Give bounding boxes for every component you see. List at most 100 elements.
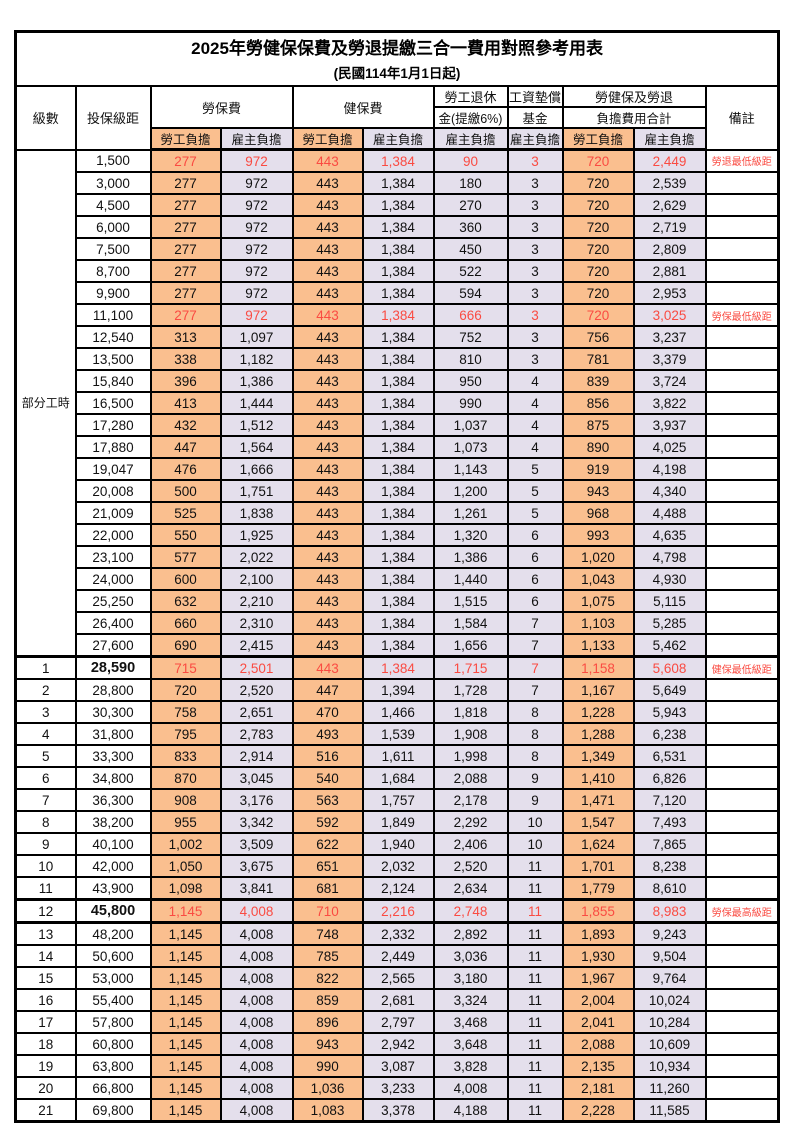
cell-wagefund-employer: 5: [506, 457, 564, 481]
cell-total-employee: 720: [561, 303, 635, 327]
cell-wagefund-employer: 6: [506, 545, 564, 569]
table-row: 16,500 413 1,444 443 1,384 990 4 856 3,822: [16, 391, 780, 415]
cell-remark: [704, 788, 780, 812]
cell-wagefund-employer: 7: [506, 655, 564, 680]
cell-wagefund-employer: 11: [506, 898, 564, 924]
cell-wagefund-employer: 10: [506, 832, 564, 856]
table-row: 19,047 476 1,666 443 1,384 1,143 5 919 4,198: [16, 457, 780, 481]
cell-labor-employee: 632: [149, 589, 222, 613]
cell-bracket: 17,880: [74, 435, 152, 459]
cell-wagefund-employer: 11: [506, 966, 564, 990]
cell-health-employee: 896: [291, 1010, 364, 1034]
cell-pension-employer: 1,515: [432, 589, 509, 613]
cell-level: 13: [14, 921, 77, 946]
cell-remark: 勞保最低級距: [704, 303, 780, 327]
cell-wagefund-employer: 3: [506, 171, 564, 195]
cell-health-employer: 3,378: [361, 1098, 435, 1123]
cell-health-employer: 1,384: [361, 413, 435, 437]
table-row: 12 45,800 1,145 4,008 710 2,216 2,748 11 1,855 8,…: [14, 898, 780, 924]
cell-labor-employer: 4,008: [219, 944, 294, 968]
table-row: 20 66,800 1,145 4,008 1,036 3,233 4,008 11 2,181…: [14, 1076, 780, 1100]
cell-wagefund-employer: 8: [506, 722, 564, 746]
cell-wagefund-employer: 9: [506, 766, 564, 790]
cell-total-employer: 7,120: [632, 788, 707, 812]
cell-wagefund-employer: 7: [506, 633, 564, 658]
cell-pension-employer: 522: [432, 259, 509, 283]
cell-bracket: 57,800: [74, 1010, 152, 1034]
cell-total-employer: 8,238: [632, 854, 707, 878]
cell-total-employee: 919: [561, 457, 635, 481]
cell-total-employee: 1,471: [561, 788, 635, 812]
cell-labor-employee: 1,145: [149, 1010, 222, 1034]
cell-labor-employer: 4,008: [219, 1054, 294, 1078]
cell-labor-employee: 577: [149, 545, 222, 569]
cell-pension-employer: 270: [432, 193, 509, 217]
cell-total-employer: 10,934: [632, 1054, 707, 1078]
cell-labor-employee: 1,098: [149, 876, 222, 901]
table-row: 5 33,300 833 2,914 516 1,611 1,998 8 1,349 6,531: [14, 744, 780, 768]
cell-total-employer: 6,531: [632, 744, 707, 768]
cell-remark: [704, 501, 780, 525]
cell-remark: [704, 876, 780, 901]
cell-bracket: 33,300: [74, 744, 152, 768]
cell-wagefund-employer: 3: [506, 259, 564, 283]
cell-bracket: 28,590: [74, 655, 152, 680]
cell-pension-employer: 1,584: [432, 611, 509, 635]
table-row: 18 60,800 1,145 4,008 943 2,942 3,648 11 2,088 10…: [14, 1032, 780, 1056]
table-row: 17,280 432 1,512 443 1,384 1,037 4 875 3,937: [16, 413, 780, 437]
cell-remark: [704, 1098, 780, 1123]
cell-total-employee: 1,624: [561, 832, 635, 856]
cell-total-employee: 2,181: [561, 1076, 635, 1100]
cell-remark: [704, 854, 780, 878]
cell-health-employer: 1,849: [361, 810, 435, 834]
cell-labor-employer: 1,182: [219, 347, 294, 371]
cell-total-employer: 5,462: [632, 633, 707, 658]
cell-remark: [704, 766, 780, 790]
cell-total-employee: 1,288: [561, 722, 635, 746]
cell-health-employee: 443: [291, 501, 364, 525]
table-row: 14 50,600 1,145 4,008 785 2,449 3,036 11 1,930 9,…: [14, 944, 780, 968]
cell-bracket: 27,600: [74, 633, 152, 658]
cell-health-employer: 1,384: [361, 303, 435, 327]
cell-total-employer: 4,198: [632, 457, 707, 481]
cell-health-employee: 710: [291, 898, 364, 924]
premium-table: 2025年勞健保保費及勞退提繳三合一費用對照參考用表 (民國114年1月1日起)…: [14, 30, 781, 1123]
table-body: 部分工時 1,500 277 972 443 1,384 90 3 720 2,449 勞退最低級距…: [14, 148, 780, 1123]
cell-level: 12: [14, 898, 77, 924]
cell-remark: [704, 1032, 780, 1056]
cell-total-employer: 3,937: [632, 413, 707, 437]
cell-total-employer: 4,798: [632, 545, 707, 569]
header-pension-line2: 金(提繳6%): [432, 106, 509, 129]
cell-remark: [704, 347, 780, 371]
table-row: 21,009 525 1,838 443 1,384 1,261 5 968 4,488: [16, 501, 780, 525]
cell-remark: [704, 413, 780, 437]
cell-remark: [704, 545, 780, 569]
cell-level: 8: [14, 810, 77, 834]
cell-health-employer: 1,384: [361, 435, 435, 459]
cell-bracket: 28,800: [74, 678, 152, 702]
cell-health-employee: 443: [291, 523, 364, 547]
cell-bracket: 50,600: [74, 944, 152, 968]
cell-health-employee: 443: [291, 193, 364, 217]
cell-bracket: 31,800: [74, 722, 152, 746]
cell-labor-employer: 1,751: [219, 479, 294, 503]
header-wagefund-line1: 工資墊償: [506, 85, 564, 108]
cell-pension-employer: 3,828: [432, 1054, 509, 1078]
cell-bracket: 6,000: [74, 215, 152, 239]
cell-health-employee: 443: [291, 391, 364, 415]
cell-wagefund-employer: 11: [506, 921, 564, 946]
cell-total-employer: 7,865: [632, 832, 707, 856]
cell-pension-employer: 3,180: [432, 966, 509, 990]
cell-health-employer: 2,681: [361, 988, 435, 1012]
cell-pension-employer: 752: [432, 325, 509, 349]
cell-level: 17: [14, 1010, 77, 1034]
cell-wagefund-employer: 10: [506, 810, 564, 834]
cell-labor-employee: 396: [149, 369, 222, 393]
cell-remark: [704, 171, 780, 195]
cell-total-employee: 2,088: [561, 1032, 635, 1056]
table-row: 12,540 313 1,097 443 1,384 752 3 756 3,237: [16, 325, 780, 349]
cell-wagefund-employer: 6: [506, 589, 564, 613]
table-row: 20,008 500 1,751 443 1,384 1,200 5 943 4,340: [16, 479, 780, 503]
cell-labor-employee: 1,002: [149, 832, 222, 856]
table-row: 11,100 277 972 443 1,384 666 3 720 3,025 勞保最低級距: [16, 303, 780, 327]
